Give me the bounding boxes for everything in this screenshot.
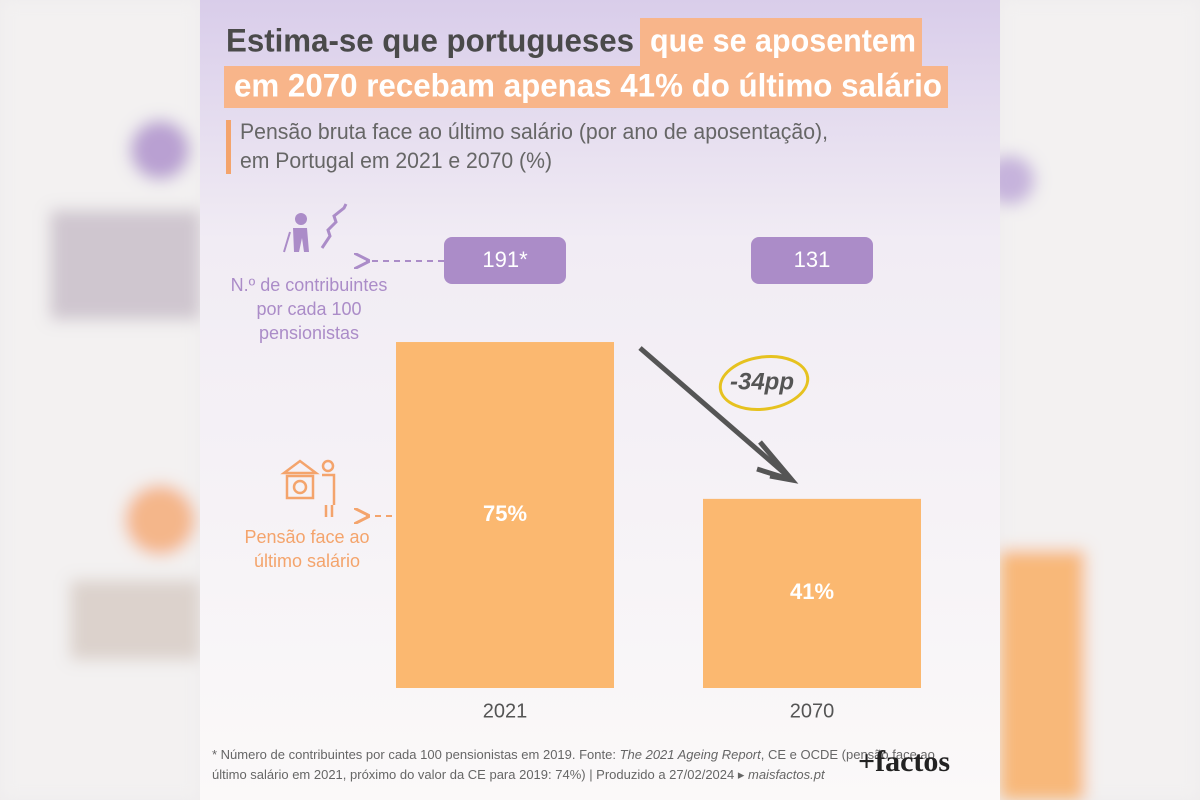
annotation-circle — [718, 355, 810, 411]
annotation: -34pp — [730, 368, 794, 395]
logo: +factos — [858, 745, 950, 778]
contributors-label: 131 — [794, 247, 831, 272]
title: Estima-se que portugueses — [226, 22, 634, 58]
legend-label: pensionistas — [259, 323, 359, 343]
subtitle-bar — [226, 120, 231, 174]
x-tick-label: 2070 — [790, 700, 835, 722]
title-highlight — [640, 18, 922, 66]
pension-icon — [280, 459, 336, 517]
footnote-part: maisfactos.pt — [748, 767, 826, 782]
x-tick-label: 2021 — [483, 700, 528, 722]
footnote-part: , CE e OCDE (pensão face ao — [761, 747, 935, 762]
contributors-box — [444, 237, 566, 284]
footnote: último salário em 2021, próximo do valor… — [212, 767, 826, 782]
contributors-box — [751, 237, 873, 284]
bar — [396, 342, 614, 688]
title: que se aposentem — [650, 22, 916, 58]
legend-label: N.º de contribuintes — [231, 275, 388, 295]
subtitle: em Portugal em 2021 e 2070 (%) — [240, 148, 552, 173]
contributors-icon — [283, 203, 348, 253]
value-label: 75% — [483, 501, 527, 526]
legend-label: por cada 100 — [256, 299, 361, 319]
footnote-part: * Número de contribuintes por cada 100 p… — [212, 747, 620, 762]
plot-area: 75% 2021 191* 41% 2070 131 — [396, 237, 921, 722]
title-highlight — [224, 66, 948, 108]
trend-arrow — [638, 346, 792, 480]
legend-label: último salário — [254, 551, 360, 571]
bar — [703, 498, 921, 688]
contributors-label: 191* — [482, 247, 528, 272]
title: em 2070 recebam apenas 41% do último sal… — [234, 67, 942, 103]
footnote-part: último salário em 2021, próximo do valor… — [212, 767, 748, 782]
subtitle: Pensão bruta face ao último salário (por… — [240, 119, 828, 144]
trend-arrow-head — [756, 440, 799, 484]
footnote-part: The 2021 Ageing Report — [620, 747, 763, 762]
footnote: * Número de contribuintes por cada 100 p… — [212, 747, 935, 762]
legend-label: Pensão face ao — [244, 527, 369, 547]
value-label: 41% — [790, 579, 834, 604]
